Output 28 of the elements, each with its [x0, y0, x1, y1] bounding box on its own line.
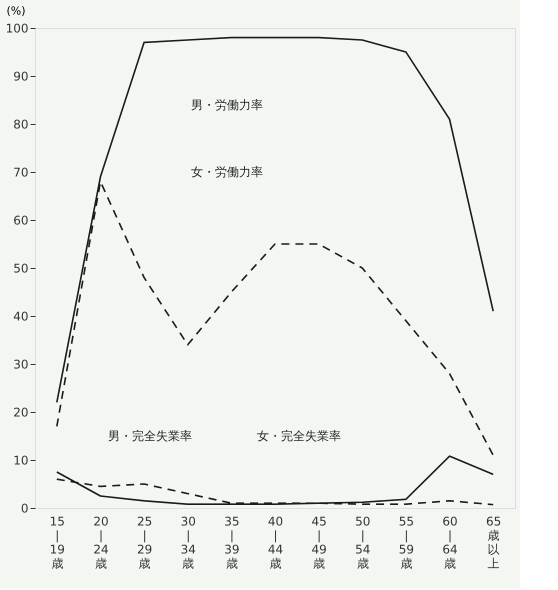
y-tick-label: 40	[13, 310, 28, 324]
y-tick-label: 100	[6, 22, 28, 36]
y-tick-label: 80	[13, 118, 28, 132]
y-tick-label: 90	[13, 70, 28, 84]
x-tick-label: 60 | 64 歳	[442, 514, 458, 570]
y-axis-title: (%)	[6, 4, 26, 18]
x-tick-label: 65 歳以上	[486, 514, 502, 570]
x-tick-label: 20 | 24 歳	[93, 514, 109, 570]
y-tick-label: 50	[13, 262, 28, 276]
y-tick-label: 30	[13, 358, 28, 372]
x-tick-label: 15 | 19 歳	[50, 514, 65, 570]
x-tick-label: 50 | 54 歳	[355, 514, 370, 570]
y-tick-label: 20	[13, 406, 28, 420]
annotation: 女・労働力率	[191, 165, 263, 179]
x-tick-label: 30 | 34 歳	[180, 514, 196, 570]
y-tick-label: 10	[13, 454, 28, 468]
y-tick-label: 60	[13, 214, 28, 228]
x-tick-label: 35 | 39 歳	[224, 514, 240, 570]
x-tick-label: 55 | 59 歳	[398, 514, 414, 570]
y-tick-label: 70	[13, 166, 28, 180]
y-tick-label: 0	[20, 502, 28, 516]
line-series	[56, 455, 494, 505]
annotation: 男・労働力率	[191, 98, 263, 112]
x-tick-label: 45 | 49 歳	[311, 514, 327, 570]
annotation: 男・完全失業率	[108, 429, 192, 443]
annotation: 女・完全失業率	[257, 429, 341, 443]
x-tick-label: 40 | 44 歳	[268, 514, 284, 570]
x-tick-label: 25 | 29 歳	[136, 514, 152, 570]
